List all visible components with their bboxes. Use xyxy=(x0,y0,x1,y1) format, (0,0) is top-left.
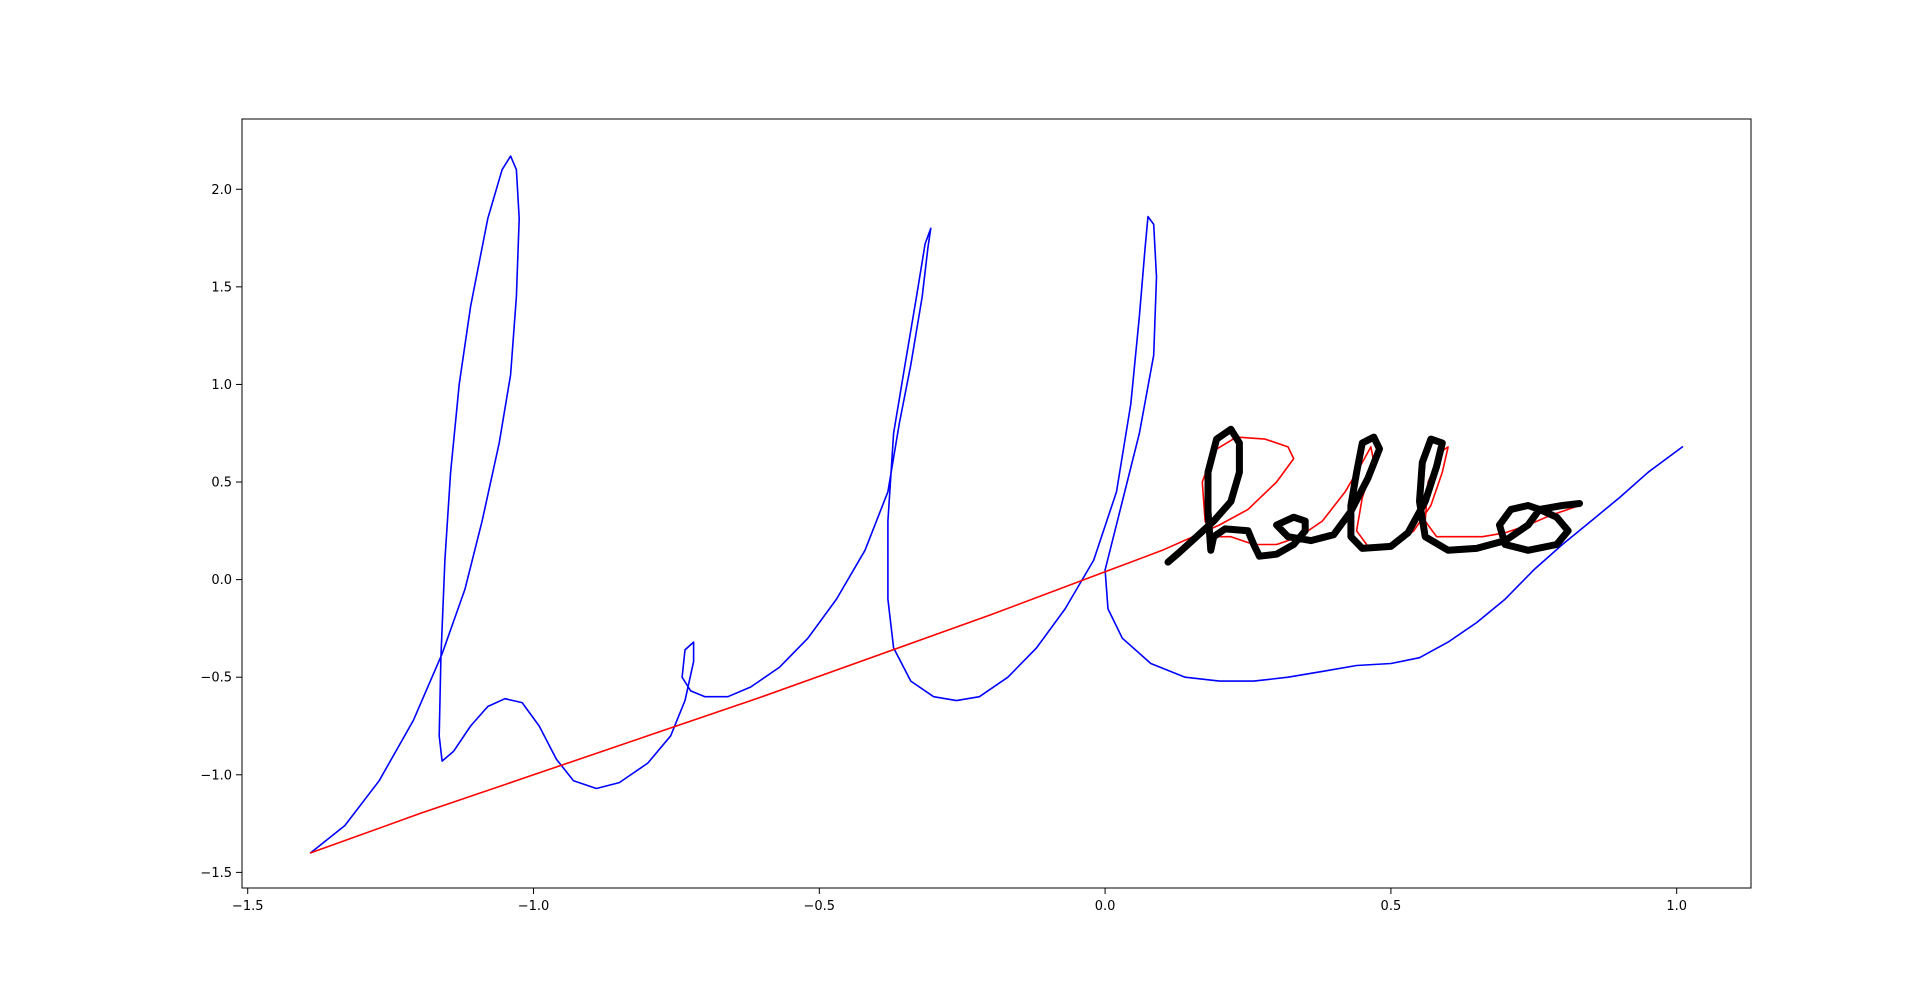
y-tick-label: −1.5 xyxy=(200,866,232,881)
y-tick-label: 2.0 xyxy=(211,183,232,198)
y-tick-label: 1.0 xyxy=(211,378,232,393)
y-tick-label: 0.0 xyxy=(211,573,232,588)
x-tick-label: 0.5 xyxy=(1381,899,1402,914)
series-layer xyxy=(309,155,1684,854)
y-axis: −1.5 −1.0 −0.5 0.0 0.5 1.0 1.5 2.0 xyxy=(200,183,242,881)
x-axis: −1.5 −1.0 −0.5 0.0 0.5 1.0 xyxy=(232,888,1687,914)
x-tick-label: 1.0 xyxy=(1666,899,1687,914)
x-tick-label: −0.5 xyxy=(804,899,836,914)
y-tick-label: −0.5 xyxy=(200,671,232,686)
y-tick-label: 1.5 xyxy=(211,280,232,295)
series-line-1 xyxy=(309,155,1684,854)
y-tick-label: −1.0 xyxy=(200,768,232,783)
series-line-3 xyxy=(1164,425,1583,566)
x-tick-label: −1.5 xyxy=(232,899,264,914)
x-tick-label: −1.0 xyxy=(518,899,550,914)
y-tick-label: 0.5 xyxy=(211,476,232,491)
axes-frame xyxy=(241,118,1752,889)
x-tick-label: 0.0 xyxy=(1095,899,1116,914)
